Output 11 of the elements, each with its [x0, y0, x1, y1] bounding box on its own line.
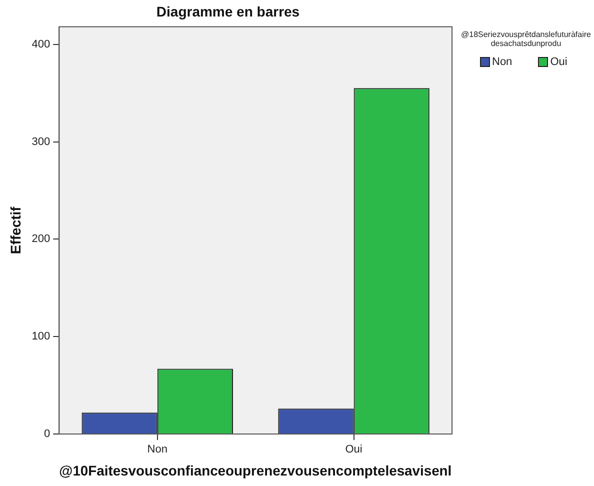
y-tick-label: 100 [32, 330, 50, 343]
y-tick-label: 0 [44, 428, 50, 440]
y-tick-label: 200 [32, 233, 50, 246]
legend-label: Non [492, 56, 512, 68]
y-tick-label: 300 [32, 136, 50, 148]
legend-title: @18Seriezvousprêtdanslefuturàfairedesachatsdunprodu [460, 30, 592, 48]
y-tick-label: 400 [32, 38, 50, 50]
legend-label: Oui [550, 56, 568, 68]
x-axis-title: @10Faitesvousconfianceouprenezvousencomptelesavisenl [59, 462, 452, 478]
y-axis-title: Effectif [7, 206, 24, 254]
chart-title: Diagramme en barres [156, 3, 300, 20]
